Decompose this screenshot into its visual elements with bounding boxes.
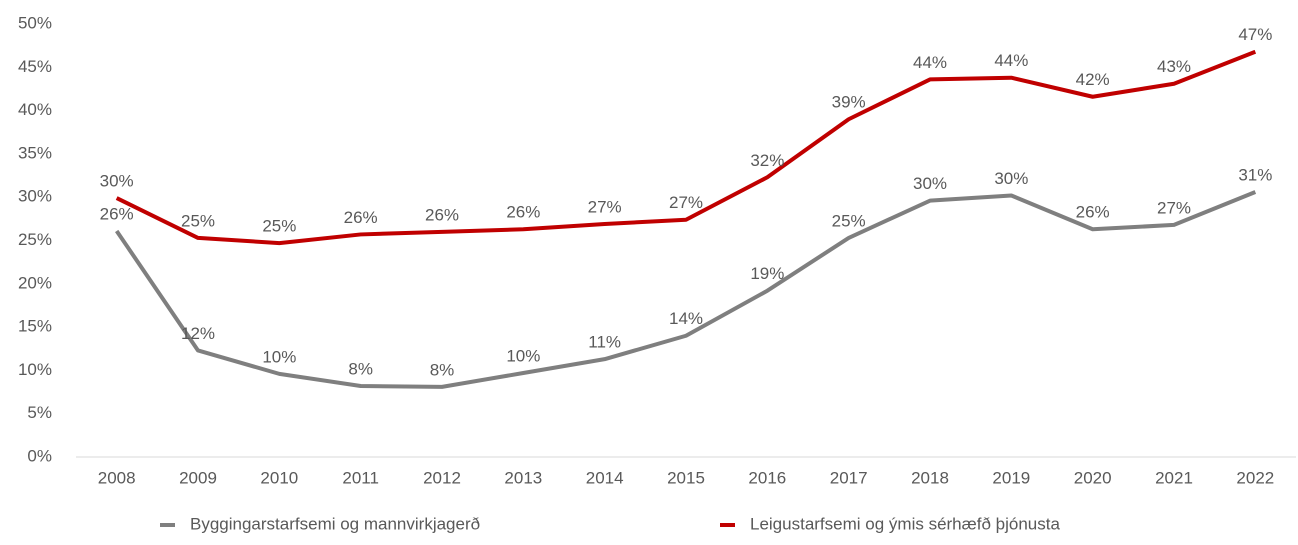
data-label: 26% bbox=[100, 204, 134, 223]
data-label: 26% bbox=[425, 205, 459, 224]
x-tick-label: 2014 bbox=[586, 468, 624, 487]
data-label: 19% bbox=[750, 264, 784, 283]
data-label: 42% bbox=[1076, 70, 1110, 89]
series-line bbox=[115, 190, 1257, 389]
x-tick-label: 2012 bbox=[423, 468, 461, 487]
x-tick-label: 2019 bbox=[992, 468, 1030, 487]
y-tick-label: 5% bbox=[27, 403, 52, 422]
data-label: 8% bbox=[430, 360, 455, 379]
data-label: 8% bbox=[348, 359, 373, 378]
data-label: 26% bbox=[506, 203, 540, 222]
y-tick-label: 45% bbox=[18, 57, 52, 76]
data-label: 14% bbox=[669, 309, 703, 328]
data-label: 43% bbox=[1157, 57, 1191, 76]
data-label: 25% bbox=[262, 217, 296, 236]
data-label: 39% bbox=[832, 93, 866, 112]
data-label: 11% bbox=[588, 333, 621, 352]
data-label: 27% bbox=[1157, 198, 1191, 217]
x-tick-label: 2021 bbox=[1155, 468, 1193, 487]
data-label: 47% bbox=[1238, 25, 1272, 44]
x-tick-label: 2022 bbox=[1236, 468, 1274, 487]
x-tick-label: 2009 bbox=[179, 468, 217, 487]
data-label: 30% bbox=[994, 169, 1028, 188]
y-tick-label: 35% bbox=[18, 143, 52, 162]
x-tick-label: 2020 bbox=[1074, 468, 1112, 487]
x-tick-label: 2018 bbox=[911, 468, 949, 487]
data-label: 26% bbox=[344, 208, 378, 227]
data-label: 31% bbox=[1238, 165, 1272, 184]
y-tick-label: 20% bbox=[18, 273, 52, 292]
x-tick-label: 2015 bbox=[667, 468, 705, 487]
x-tick-label: 2017 bbox=[830, 468, 868, 487]
y-tick-label: 30% bbox=[18, 187, 52, 206]
legend-label: Byggingarstarfsemi og mannvirkjagerð bbox=[190, 514, 480, 533]
legend-label: Leigustarfsemi og ýmis sérhæfð þjónusta bbox=[750, 514, 1060, 533]
data-label: 25% bbox=[181, 211, 215, 230]
data-label: 44% bbox=[994, 51, 1028, 70]
y-tick-label: 0% bbox=[27, 446, 52, 465]
data-label: 30% bbox=[100, 172, 134, 191]
x-tick-label: 2011 bbox=[342, 468, 379, 487]
y-tick-label: 15% bbox=[18, 317, 52, 336]
data-label: 26% bbox=[1076, 203, 1110, 222]
data-label: 27% bbox=[588, 198, 622, 217]
data-label: 25% bbox=[832, 211, 866, 230]
y-tick-label: 50% bbox=[18, 13, 52, 32]
data-label: 10% bbox=[262, 347, 296, 366]
y-tick-label: 40% bbox=[18, 100, 52, 119]
y-tick-label: 25% bbox=[18, 230, 52, 249]
x-tick-label: 2013 bbox=[504, 468, 542, 487]
x-tick-label: 2010 bbox=[260, 468, 298, 487]
data-label: 32% bbox=[750, 151, 784, 170]
data-label: 27% bbox=[669, 193, 703, 212]
x-tick-label: 2016 bbox=[748, 468, 786, 487]
data-label: 12% bbox=[181, 324, 215, 343]
data-label: 44% bbox=[913, 53, 947, 72]
x-tick-label: 2008 bbox=[98, 468, 136, 487]
data-label: 30% bbox=[913, 174, 947, 193]
data-label: 10% bbox=[506, 346, 540, 365]
series-line bbox=[115, 49, 1257, 246]
y-tick-label: 10% bbox=[18, 360, 52, 379]
